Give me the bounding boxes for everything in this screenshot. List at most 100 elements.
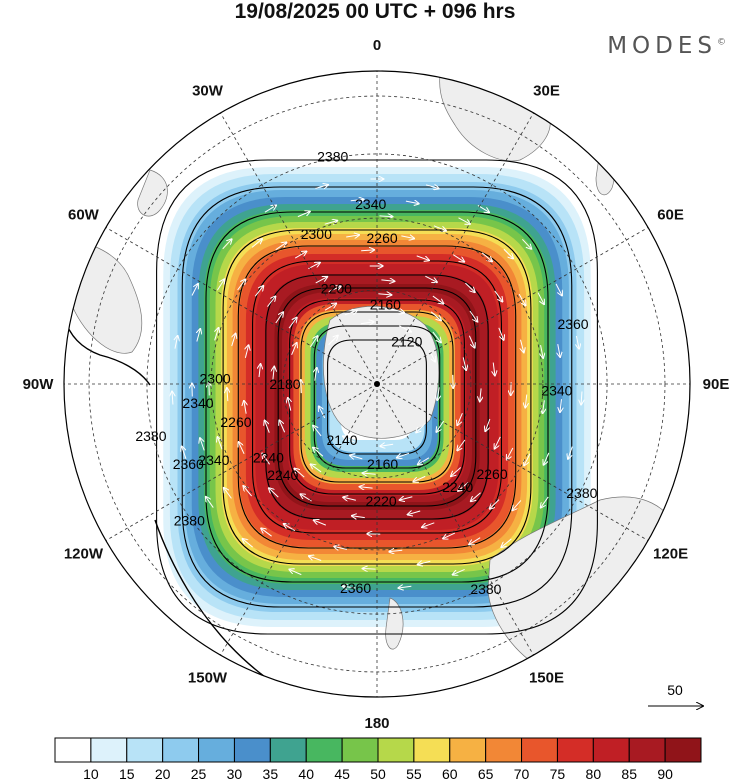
wind-vector [490,499,500,509]
wind-vector [182,447,187,459]
wind-vector [425,185,439,189]
wind-vector [275,242,287,251]
map-boundary [63,70,691,698]
contour-label: 2160 [370,296,401,312]
colorbar-swatch [305,737,343,763]
wind-vector [243,539,253,548]
wind-vector [480,388,481,401]
wind-vector [224,488,232,499]
wind-vector [379,216,392,217]
longitude-label: 120W [64,546,104,563]
wind-vector [416,255,429,260]
wind-vector [416,422,426,432]
colorbar-tick-label: 60 [442,766,458,782]
wind-vector [498,327,504,340]
contour-label: 2240 [253,449,284,465]
wind-vector [313,426,322,437]
height-contour [205,211,549,583]
wind-vector [518,293,526,305]
colorbar-tick-label: 25 [191,766,207,782]
wind-vector [334,547,348,550]
wind-vector [405,201,419,203]
colorbar-swatch [269,737,307,763]
wind-vector [175,336,178,349]
colorbar-tick-label: 20 [155,766,171,782]
wind-vector [343,497,356,500]
wind-vector [457,412,463,425]
wind-vector [451,467,462,476]
wind-vector [315,277,327,284]
latitude-circle [88,95,666,673]
wind-vector [378,294,391,295]
wind-vector [485,418,491,431]
wind-vector [279,420,286,433]
contour-label: 2140 [326,432,357,448]
colorbar-tick-label: 40 [298,766,314,782]
brand-copyright: © [717,37,726,48]
wind-vector [418,561,431,564]
colorbar-tick-label: 10 [83,766,99,782]
wind-vector [512,500,522,510]
wind-vector [222,239,232,250]
land-south-america-tip [137,169,168,217]
wind-vector [433,225,446,231]
wind-vector [261,528,272,537]
colorbar-swatch [521,737,558,763]
wind-vector [437,387,439,400]
wind-vector [289,569,302,576]
colorbar-swatch [449,737,487,763]
colorbar-swatch [377,737,415,763]
wind-vector [568,446,573,459]
wind-vector [543,400,545,413]
lat-lon-grid [64,71,690,697]
contour-label: 2380 [470,581,501,597]
wind-vector [389,550,403,551]
wind-vector [558,344,560,357]
contour-label: 2360 [557,316,588,332]
wind-vector [251,239,262,248]
wind-vector [232,334,236,347]
wind-vector [428,349,435,362]
wind-vector [397,452,410,457]
wind-vector [297,211,310,218]
colorbar-tick-label: 70 [514,766,530,782]
colorbar-swatch [628,737,666,763]
wind-vector [344,310,357,316]
longitude-label: 180 [364,715,389,732]
longitude-label: 30W [192,82,224,99]
height-contour [252,260,502,534]
height-contour [154,519,331,697]
wind-vector [560,399,562,412]
contour-label: 2340 [541,382,572,398]
wind-vector [524,453,531,466]
wind-vector [319,406,326,419]
contour-label: 2360 [340,580,371,596]
wind-vector [469,537,481,545]
wind-vector [501,538,512,547]
longitude-label: 0 [373,37,381,54]
wind-vector [324,304,336,311]
contour-label: 2120 [391,333,422,349]
wind-vector [432,295,444,304]
wind-vector [265,421,270,433]
colorbar-tick-label: 50 [370,766,386,782]
wind-vector [507,447,514,460]
wind-vector [288,398,291,411]
wind-vector [315,368,317,381]
reference-vector-label: 50 [667,682,683,698]
wind-vector [352,516,365,518]
map-title: 19/08/2025 00 UTC + 096 hrs [234,0,516,23]
contour-label: 2360 [173,456,204,472]
wind-vector [254,286,263,297]
wind-vector [458,482,469,490]
contour-labels: 2380238023802380238023602360236023402340… [135,148,597,597]
wind-vector [294,251,306,259]
contour-label: 2380 [174,512,205,528]
longitude-label: 120E [653,546,688,563]
wind-vector [313,448,324,457]
colorbar-swatch [233,737,271,763]
colorbar-tick-label: 30 [227,766,243,782]
meridian-line [376,383,534,656]
wind-vector [401,236,414,239]
